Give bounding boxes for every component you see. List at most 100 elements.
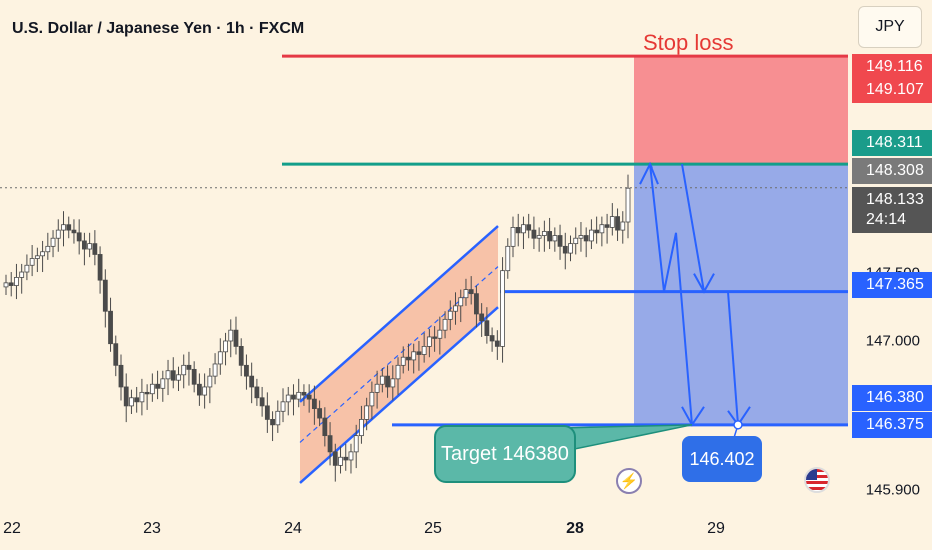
candle-body — [515, 227, 521, 234]
candle — [97, 246, 103, 294]
candle-body — [254, 386, 260, 399]
candle-body — [505, 245, 511, 272]
price-tag-value: 147.365 — [866, 276, 924, 293]
candle-body — [348, 451, 354, 461]
candle-body — [228, 329, 234, 342]
candle — [306, 384, 312, 413]
candle-body — [500, 270, 505, 347]
candle-body — [129, 397, 134, 407]
candle-body — [432, 336, 438, 339]
candle-body — [66, 224, 72, 231]
candle-body — [379, 375, 385, 385]
candle — [233, 316, 239, 355]
candle-body — [118, 364, 124, 388]
candle — [547, 217, 552, 250]
candle-body — [291, 394, 296, 400]
candle — [479, 303, 485, 337]
target-label[interactable]: Target 146380 — [434, 425, 576, 483]
price-tag-value: 146.375 — [866, 416, 924, 433]
candle — [385, 365, 390, 398]
candle-body — [259, 397, 265, 407]
candle — [573, 227, 579, 255]
candle — [270, 411, 275, 442]
time-tick: 24 — [284, 520, 302, 537]
candle-body — [620, 221, 626, 231]
candle-body — [40, 251, 45, 257]
candle-body — [270, 419, 275, 426]
time-tick: 22 — [3, 520, 21, 537]
candle-body — [353, 435, 359, 453]
candle-body — [71, 229, 77, 234]
candle-body — [160, 378, 166, 389]
candle-body — [468, 289, 474, 295]
candle-body — [123, 386, 129, 407]
candle-body — [139, 391, 145, 403]
candle — [160, 370, 166, 402]
candle — [609, 203, 615, 236]
candle — [40, 240, 45, 273]
candle-body — [170, 370, 176, 381]
candle-body — [108, 310, 113, 345]
candle — [562, 232, 568, 270]
price-tag: 148.308 — [852, 158, 932, 184]
candle — [343, 443, 349, 471]
candle — [395, 357, 401, 396]
price-tag: 148.133 24:14 — [852, 187, 932, 233]
candle-body — [463, 289, 469, 299]
candle-body — [390, 378, 396, 388]
candle-body — [3, 282, 9, 288]
target-value-box[interactable]: 146.402 — [682, 436, 762, 482]
candle-body — [541, 231, 547, 236]
candle-body — [186, 364, 192, 370]
candle — [327, 422, 333, 466]
candle-body — [474, 293, 479, 315]
candle — [291, 384, 296, 416]
candle-body — [395, 364, 401, 380]
price-tag: 146.380 — [852, 385, 932, 411]
candle — [447, 300, 453, 331]
candle — [536, 227, 542, 252]
currency-button[interactable]: JPY — [858, 6, 922, 48]
candle-body — [583, 235, 589, 242]
candle — [359, 405, 364, 444]
candle — [165, 359, 171, 396]
candle-body — [264, 405, 270, 420]
candle — [238, 338, 244, 377]
candle — [311, 385, 317, 425]
candle-body — [400, 356, 406, 366]
candle-body — [8, 282, 14, 286]
candle-body — [374, 383, 380, 393]
candle — [421, 332, 427, 363]
candle-body — [76, 232, 82, 242]
candle-body — [453, 305, 458, 312]
candle-body — [411, 351, 417, 361]
candle-body — [317, 408, 323, 419]
candle — [369, 381, 375, 420]
candle-body — [531, 229, 537, 239]
candle-body — [176, 374, 181, 381]
candle — [599, 216, 605, 247]
price-tick: 145.900 — [865, 481, 920, 499]
candle-body — [552, 235, 558, 242]
stop-loss-label: Stop loss — [643, 30, 734, 55]
candle-body — [102, 279, 108, 312]
candle — [3, 274, 9, 296]
candle-body — [421, 345, 427, 355]
time-tick: 29 — [707, 520, 725, 537]
price-tag: 149.107 — [852, 77, 932, 103]
candle-body — [212, 363, 218, 377]
candle-body — [338, 456, 343, 466]
price-tag-value: 149.116 — [866, 58, 923, 75]
candle — [102, 269, 108, 328]
candle-body — [24, 264, 30, 273]
candle — [468, 276, 474, 305]
candle-body — [609, 216, 615, 228]
candle-body — [594, 229, 600, 234]
us-flag-icon[interactable] — [804, 467, 830, 493]
lightning-icon[interactable]: ⚡ — [616, 468, 642, 494]
channel-fill — [300, 226, 498, 483]
candle — [228, 319, 234, 358]
candle-body — [479, 313, 485, 322]
candle — [406, 343, 411, 371]
